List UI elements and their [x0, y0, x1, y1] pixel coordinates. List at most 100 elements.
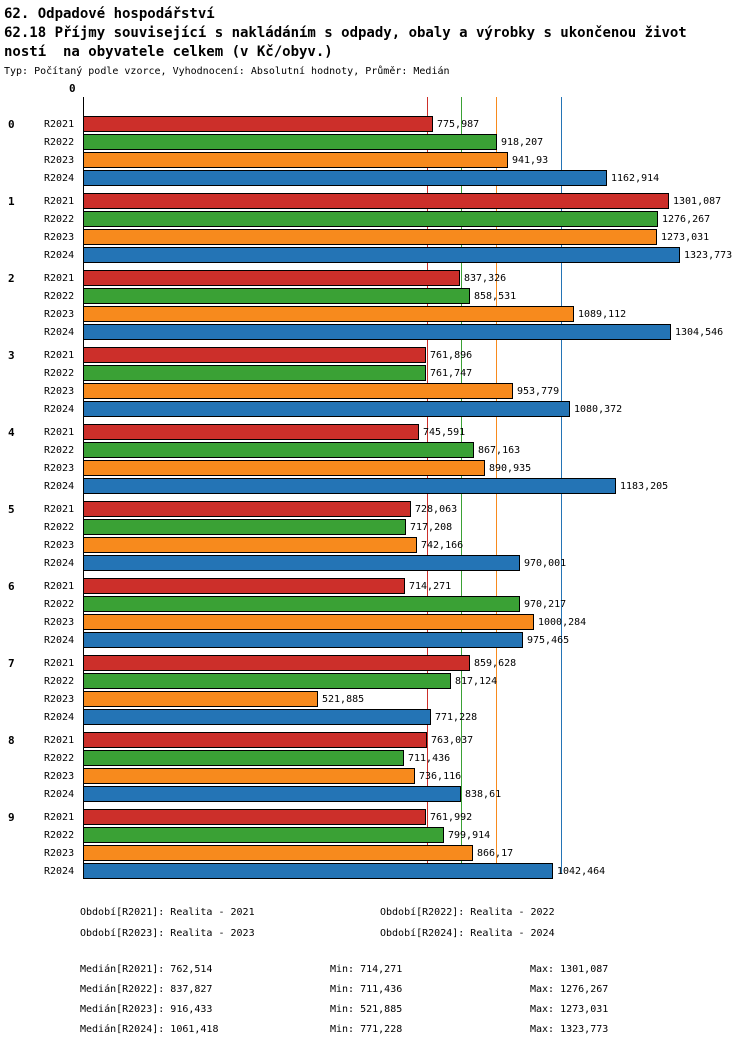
series-label: R2021 [44, 195, 75, 207]
chart-group-3: 3 R2021 761,896 R2022 761,747 R2023 953,779 R20… [0, 346, 750, 418]
bar-value-label: 859,628 [474, 657, 517, 669]
stats-row-r2023: Medián[R2023]: 916,433 Min: 521,885 Max:… [80, 1000, 750, 1020]
chart-row: R2024 975,465 [0, 631, 750, 649]
header: 62. Odpadové hospodářství 62.18 Příjmy s… [0, 0, 750, 79]
bar-r2021 [83, 193, 669, 209]
bar-r2022 [83, 365, 426, 381]
median-value: Medián[R2024]: 1061,418 [80, 1024, 219, 1035]
bar-value-label: 1273,031 [661, 231, 710, 243]
chart-row: R2022 1276,267 [0, 210, 750, 228]
bar-value-label: 1323,773 [684, 249, 733, 261]
bar-value-label: 918,207 [501, 136, 544, 148]
chart-row: R2022 761,747 [0, 364, 750, 382]
chart-row: R2024 1304,546 [0, 323, 750, 341]
bar-r2021 [83, 116, 433, 132]
series-label: R2023 [44, 616, 75, 628]
bar-r2023 [83, 306, 574, 322]
series-label: R2023 [44, 693, 75, 705]
bar-value-label: 763,037 [431, 734, 474, 746]
series-label: R2023 [44, 308, 75, 320]
bar-value-label: 1183,205 [620, 480, 669, 492]
bar-r2023 [83, 691, 318, 707]
chart-row: R2024 838,61 [0, 785, 750, 803]
series-label: R2021 [44, 657, 75, 669]
series-label: R2023 [44, 154, 75, 166]
bar-r2023 [83, 768, 415, 784]
axis-zero-label: 0 [69, 82, 76, 95]
bar-value-label: 970,001 [524, 557, 567, 569]
bar-value-label: 1000,284 [538, 616, 587, 628]
category-label: 9 [8, 810, 15, 824]
bar-value-label: 941,93 [512, 154, 549, 166]
bar-r2024 [83, 401, 570, 417]
bar-r2023 [83, 537, 417, 553]
min-value: Min: 714,271 [330, 964, 403, 975]
chart-group-4: 4 R2021 745,591 R2022 867,163 R2023 890,935 R20… [0, 423, 750, 495]
series-label: R2024 [44, 326, 75, 338]
chart-row: R2022 867,163 [0, 441, 750, 459]
chart-row: R2023 1089,112 [0, 305, 750, 323]
bar-value-label: 761,747 [430, 367, 473, 379]
chart-subtitle-line1: 62.18 Příjmy související s nakládáním s … [4, 25, 687, 41]
series-label: R2021 [44, 503, 75, 515]
series-label: R2022 [44, 290, 75, 302]
bar-value-label: 858,531 [474, 290, 517, 302]
chart-row: R2023 736,116 [0, 767, 750, 785]
category-label: 4 [8, 425, 15, 439]
chart-group-5: 5 R2021 728,063 R2022 717,208 R2023 742,166 R20… [0, 500, 750, 572]
chart-row: R2023 742,166 [0, 536, 750, 554]
bar-r2022 [83, 211, 658, 227]
chart-row: R2022 918,207 [0, 133, 750, 151]
chart-group-9: 9 R2021 761,992 R2022 799,914 R2023 866,17 R202… [0, 808, 750, 880]
chart-row: 9 R2021 761,992 [0, 808, 750, 826]
bar-r2021 [83, 347, 426, 363]
bar-r2023 [83, 152, 508, 168]
chart-group-2: 2 R2021 837,326 R2022 858,531 R2023 1089,112 R2… [0, 269, 750, 341]
category-label: 6 [8, 579, 15, 593]
chart-group-1: 1 R2021 1301,087 R2022 1276,267 R2023 1273,031… [0, 192, 750, 264]
chart-row: R2022 970,217 [0, 595, 750, 613]
bar-value-label: 953,779 [517, 385, 560, 397]
bar-value-label: 742,166 [421, 539, 464, 551]
chart-row: 1 R2021 1301,087 [0, 192, 750, 210]
chart-row: R2023 890,935 [0, 459, 750, 477]
bar-value-label: 717,208 [410, 521, 453, 533]
category-label: 1 [8, 194, 15, 208]
series-label: R2024 [44, 865, 75, 877]
series-label: R2022 [44, 521, 75, 533]
bar-value-label: 1080,372 [574, 403, 623, 415]
category-label: 0 [8, 117, 15, 131]
series-label: R2021 [44, 734, 75, 746]
series-label: R2022 [44, 675, 75, 687]
category-label: 3 [8, 348, 15, 362]
series-label: R2021 [44, 426, 75, 438]
series-label: R2024 [44, 172, 75, 184]
series-label: R2021 [44, 811, 75, 823]
series-label: R2023 [44, 847, 75, 859]
chart-subtitle-line2: ností na obyvatele celkem (v Kč/obyv.) [4, 44, 333, 60]
bar-value-label: 1162,914 [611, 172, 660, 184]
series-label: R2022 [44, 136, 75, 148]
series-label: R2021 [44, 118, 75, 130]
chart-row: 7 R2021 859,628 [0, 654, 750, 672]
max-value: Max: 1301,087 [530, 964, 609, 975]
bar-value-label: 761,896 [430, 349, 473, 361]
chart-group-8: 8 R2021 763,037 R2022 711,436 R2023 736,116 R20… [0, 731, 750, 803]
bar-value-label: 799,914 [448, 829, 491, 841]
min-value: Min: 711,436 [330, 984, 403, 995]
min-value: Min: 771,228 [330, 1024, 403, 1035]
bar-value-label: 711,436 [408, 752, 451, 764]
chart-row: 4 R2021 745,591 [0, 423, 750, 441]
chart-row: 0 R2021 775,987 [0, 115, 750, 133]
series-label: R2022 [44, 752, 75, 764]
bar-r2022 [83, 134, 497, 150]
median-value: Medián[R2022]: 837,827 [80, 984, 213, 995]
bar-r2023 [83, 460, 485, 476]
median-value: Medián[R2023]: 916,433 [80, 1004, 213, 1015]
bar-r2021 [83, 578, 405, 594]
chart-row: R2023 521,885 [0, 690, 750, 708]
series-label: R2024 [44, 634, 75, 646]
chart-row: 3 R2021 761,896 [0, 346, 750, 364]
bar-r2021 [83, 655, 470, 671]
chart-row: R2024 1162,914 [0, 169, 750, 187]
